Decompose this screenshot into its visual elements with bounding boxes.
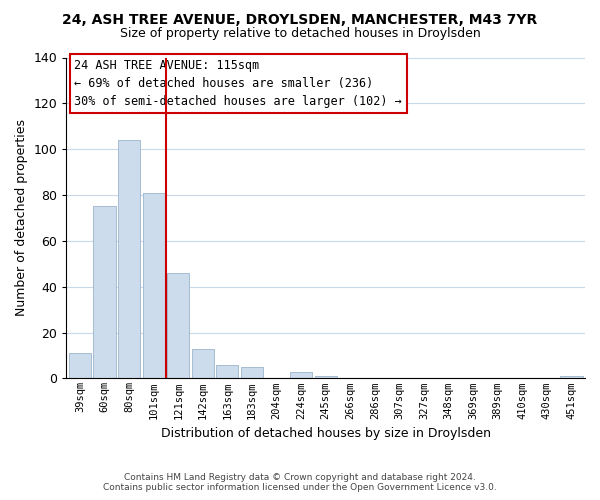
X-axis label: Distribution of detached houses by size in Droylsden: Distribution of detached houses by size … (161, 427, 491, 440)
Bar (241, 367, 263, 378)
Bar (314, 376, 337, 378)
Bar (290, 372, 312, 378)
Text: 24 ASH TREE AVENUE: 115sqm
← 69% of detached houses are smaller (236)
30% of sem: 24 ASH TREE AVENUE: 115sqm ← 69% of deta… (74, 59, 402, 108)
Bar (94, 206, 116, 378)
Bar (167, 273, 190, 378)
Text: 24, ASH TREE AVENUE, DROYLSDEN, MANCHESTER, M43 7YR: 24, ASH TREE AVENUE, DROYLSDEN, MANCHEST… (62, 12, 538, 26)
Text: Contains HM Land Registry data © Crown copyright and database right 2024.
Contai: Contains HM Land Registry data © Crown c… (103, 473, 497, 492)
Bar (69, 353, 91, 378)
Text: Size of property relative to detached houses in Droylsden: Size of property relative to detached ho… (119, 28, 481, 40)
Y-axis label: Number of detached properties: Number of detached properties (15, 120, 28, 316)
Bar (560, 376, 583, 378)
Bar (217, 364, 238, 378)
Bar (192, 348, 214, 378)
Bar (143, 192, 165, 378)
Bar (118, 140, 140, 378)
